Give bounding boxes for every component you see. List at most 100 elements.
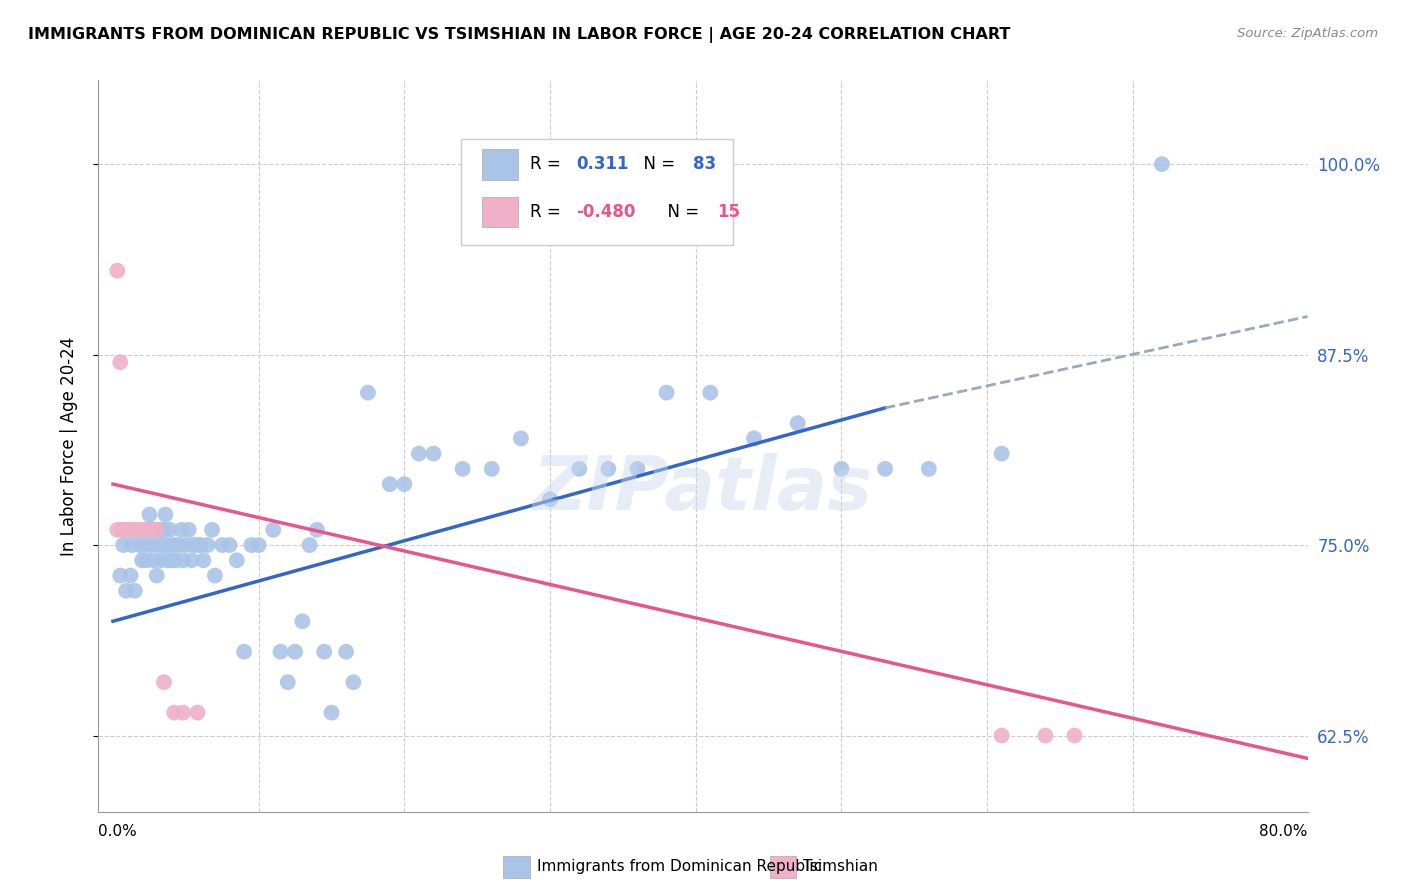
Text: Source: ZipAtlas.com: Source: ZipAtlas.com (1237, 27, 1378, 40)
Point (110, 355, 132, 369)
Point (180, 553, 202, 567)
Point (918, 462, 941, 476)
Point (408, 447, 430, 461)
Point (233, 645, 256, 659)
Point (153, 523, 176, 537)
Point (105, 264, 128, 278)
Point (305, 523, 328, 537)
Point (117, 523, 139, 537)
Point (145, 523, 167, 537)
FancyBboxPatch shape (461, 139, 734, 245)
Text: Tsimshian: Tsimshian (803, 859, 879, 874)
Point (142, 553, 165, 567)
Text: -0.480: -0.480 (576, 203, 636, 221)
Point (128, 538, 150, 552)
Point (146, 538, 169, 552)
Point (262, 523, 284, 537)
Point (138, 523, 160, 537)
Point (394, 477, 416, 491)
Point (598, 462, 620, 476)
Point (152, 538, 174, 552)
Point (177, 523, 200, 537)
Point (321, 706, 343, 720)
Point (538, 492, 561, 507)
Text: Immigrants from Dominican Republic: Immigrants from Dominican Republic (537, 859, 823, 874)
Point (112, 538, 135, 552)
Point (225, 553, 247, 567)
Point (699, 385, 721, 400)
Point (121, 538, 143, 552)
Point (284, 645, 307, 659)
Point (163, 706, 186, 720)
Point (155, 508, 177, 522)
Point (149, 523, 172, 537)
Point (990, 729, 1012, 743)
Point (172, 706, 194, 720)
Point (134, 538, 156, 552)
Point (132, 523, 155, 537)
Point (181, 538, 204, 552)
Point (357, 385, 380, 400)
Text: N =: N = (633, 155, 681, 173)
Text: 15: 15 (717, 203, 741, 221)
Bar (503, 855, 530, 878)
Point (247, 538, 270, 552)
Point (990, 447, 1012, 461)
Point (165, 553, 187, 567)
Point (159, 523, 181, 537)
Point (655, 385, 678, 400)
Text: 80.0%: 80.0% (1260, 824, 1308, 838)
Point (115, 583, 138, 598)
Text: R =: R = (530, 155, 571, 173)
Point (451, 462, 474, 476)
Point (186, 706, 208, 720)
Point (141, 523, 163, 537)
Point (830, 462, 852, 476)
Point (190, 538, 212, 552)
Point (124, 583, 146, 598)
Point (1033, 729, 1056, 743)
Point (197, 538, 219, 552)
Point (174, 538, 197, 552)
Point (128, 523, 150, 537)
Point (160, 553, 183, 567)
Point (145, 568, 167, 582)
Point (135, 553, 157, 567)
Point (114, 523, 136, 537)
Text: ZIPatlas: ZIPatlas (533, 453, 873, 526)
Point (314, 645, 336, 659)
Point (875, 462, 897, 476)
Text: N =: N = (657, 203, 704, 221)
Text: 83: 83 (693, 155, 717, 173)
Point (270, 645, 292, 659)
Point (204, 568, 226, 582)
Text: 0.311: 0.311 (576, 155, 628, 173)
Point (277, 675, 299, 690)
Point (167, 538, 190, 552)
Point (342, 675, 364, 690)
Point (1063, 729, 1085, 743)
Point (298, 538, 321, 552)
Point (291, 614, 314, 628)
Y-axis label: In Labor Force | Age 20-24: In Labor Force | Age 20-24 (59, 336, 77, 556)
Text: R =: R = (530, 203, 567, 221)
Point (136, 523, 159, 537)
Point (157, 553, 180, 567)
Point (120, 568, 142, 582)
Point (131, 553, 153, 567)
Point (153, 675, 176, 690)
Point (626, 462, 648, 476)
Point (170, 523, 193, 537)
Text: 0.0%: 0.0% (98, 824, 138, 838)
Point (211, 538, 233, 552)
Point (186, 538, 208, 552)
Point (156, 538, 179, 552)
Point (105, 523, 128, 537)
Point (742, 431, 765, 445)
Point (568, 462, 591, 476)
Point (1150, 157, 1173, 171)
Point (150, 553, 173, 567)
Point (163, 538, 186, 552)
Point (120, 523, 142, 537)
Point (125, 523, 148, 537)
